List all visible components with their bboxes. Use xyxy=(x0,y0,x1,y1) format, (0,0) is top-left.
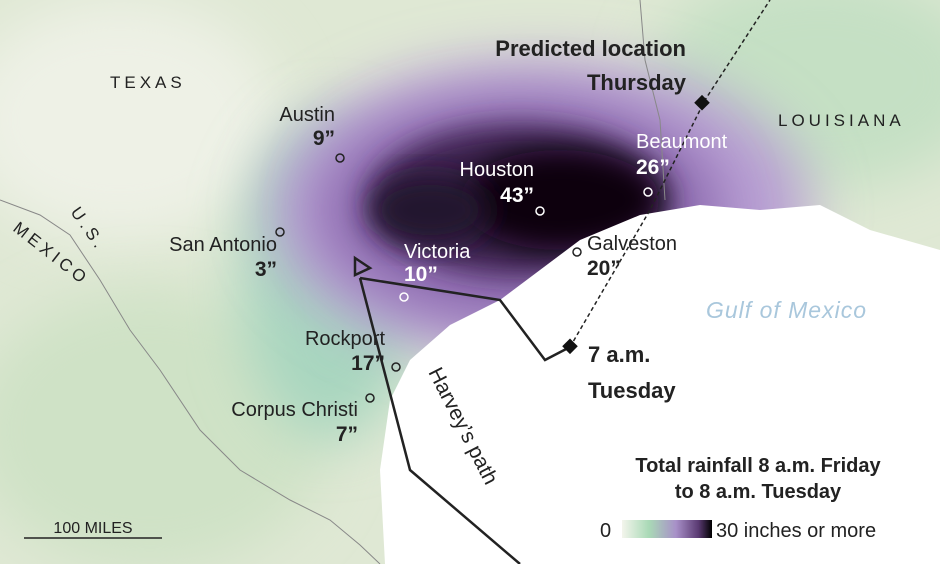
annotation: Predicted location xyxy=(495,36,686,61)
city-name: Rockport xyxy=(305,328,385,350)
state-border xyxy=(639,0,666,201)
marker xyxy=(562,338,578,355)
legend-min: 0 xyxy=(600,520,611,542)
region-label: TEXAS xyxy=(110,73,186,92)
city-name: Corpus Christi xyxy=(231,399,358,421)
city-dots xyxy=(275,153,653,403)
city-rain: 3” xyxy=(255,258,277,281)
region-label: Gulf of Mexico xyxy=(706,297,867,323)
city-rain: 17” xyxy=(351,352,385,375)
city-name: Beaumont xyxy=(636,131,728,153)
legend-ramp xyxy=(622,520,712,538)
legend-title: Total rainfall 8 a.m. Friday xyxy=(635,455,881,477)
annotation: Tuesday xyxy=(588,378,676,403)
city-name: Galveston xyxy=(587,233,677,255)
annotation: 7 a.m. xyxy=(588,342,650,367)
border xyxy=(0,199,381,564)
city-rain: 20” xyxy=(587,257,621,280)
region-label: LOUISIANA xyxy=(778,111,905,130)
scale-bar: 100 MILES xyxy=(24,520,162,539)
city-rain: 26” xyxy=(636,156,670,179)
city-name: Houston xyxy=(460,159,535,181)
storm-path xyxy=(353,255,571,564)
scale-label: 100 MILES xyxy=(53,520,132,537)
legend-title: to 8 a.m. Tuesday xyxy=(675,481,842,503)
forecast-path xyxy=(569,0,771,348)
city-rain: 7” xyxy=(336,423,358,446)
annotation: Thursday xyxy=(587,70,687,95)
city-name: Victoria xyxy=(404,241,471,263)
city-rain: 9” xyxy=(313,127,335,150)
city-rain: 10” xyxy=(404,263,438,286)
city-name: Austin xyxy=(279,104,335,126)
legend-max: 30 inches or more xyxy=(716,520,876,542)
city-rain: 43” xyxy=(500,184,534,207)
city-name: San Antonio xyxy=(169,234,277,256)
legend: Total rainfall 8 a.m. Friday to 8 a.m. T… xyxy=(596,442,926,552)
